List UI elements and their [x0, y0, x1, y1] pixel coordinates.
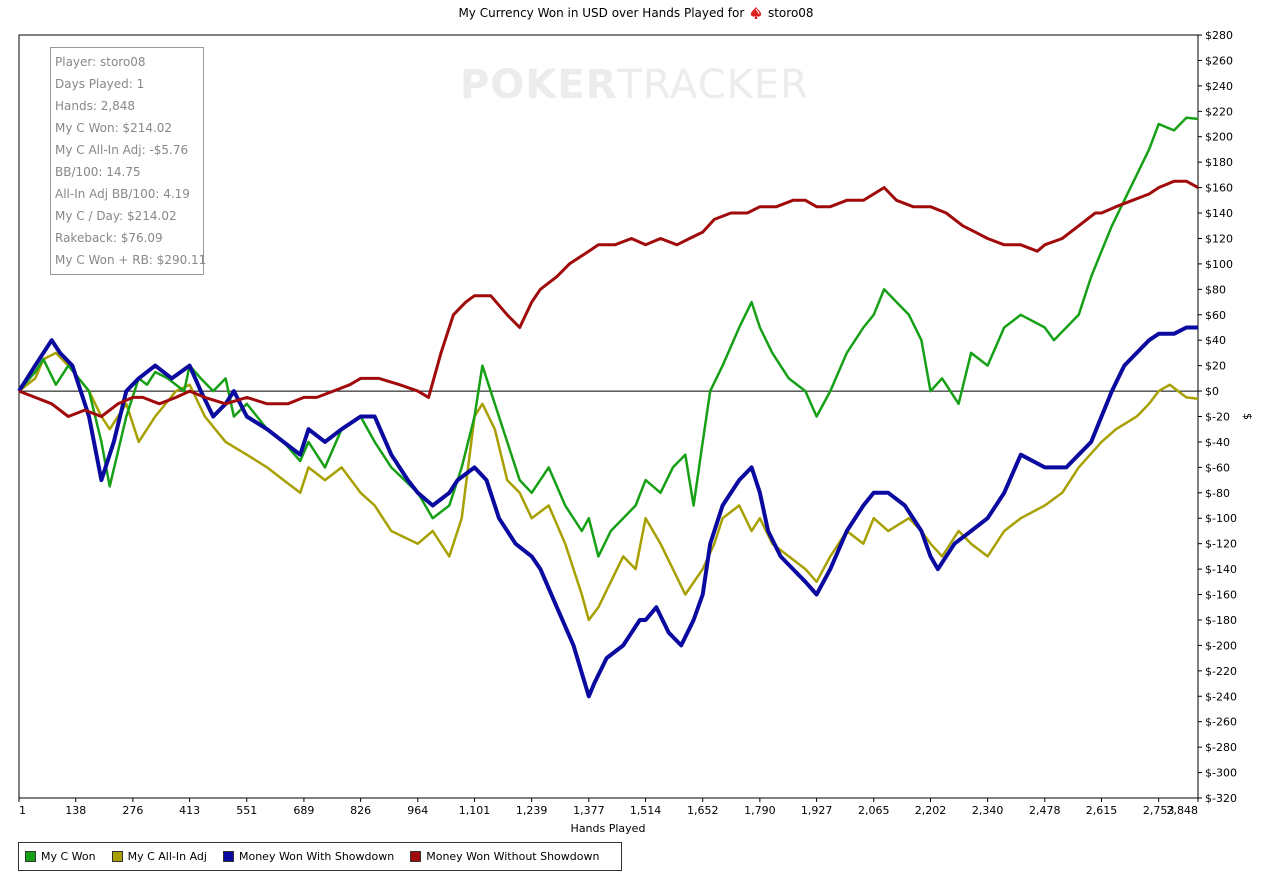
legend-swatch [111, 851, 123, 862]
stats-line: Player: storo08 [55, 55, 146, 69]
series-line-money-won-without-showdown [18, 179, 1199, 418]
series-line-my-c-all-in-adj [18, 351, 1199, 622]
legend-swatch [410, 851, 422, 862]
y-tick-label: $60 [1205, 309, 1226, 322]
y-tick-label: $-100 [1205, 512, 1237, 525]
legend-item[interactable]: My C All-In Adj [111, 850, 207, 863]
y-tick-label: $-300 [1205, 767, 1237, 780]
legend-item[interactable]: My C Won [25, 850, 96, 863]
x-tick-label: 1,927 [801, 804, 833, 817]
legend-swatch [222, 851, 234, 862]
stats-line: Hands: 2,848 [55, 99, 136, 113]
y-tick-label: $-160 [1205, 589, 1237, 602]
legend-item[interactable]: Money Won With Showdown [222, 850, 395, 863]
stats-line: My C Won: $214.02 [55, 121, 173, 135]
stats-box: Player: storo08 Days Played: 1 Hands: 2,84… [50, 47, 207, 275]
legend-item[interactable]: Money Won Without Showdown [410, 850, 599, 863]
stats-line: Rakeback: $76.09 [55, 231, 163, 245]
chart-title-prefix: My Currency Won in USD over Hands Played… [458, 6, 745, 20]
x-tick-label: 2,340 [972, 804, 1004, 817]
stats-line: My C Won + RB: $290.11 [55, 253, 207, 267]
stats-line: My C / Day: $214.02 [55, 209, 177, 223]
chart-title: My Currency Won in USD over Hands Played… [0, 6, 1272, 20]
y-tick-label: $-320 [1205, 792, 1237, 805]
x-tick-label: 1,652 [687, 804, 719, 817]
y-axis-label: $ [1241, 413, 1254, 420]
x-tick-label: 2,848 [1167, 804, 1199, 817]
y-tick-label: $-200 [1205, 639, 1237, 652]
y-tick-label: $40 [1205, 334, 1226, 347]
y-tick-label: $260 [1205, 54, 1233, 67]
x-tick-label: 138 [65, 804, 86, 817]
x-tick-label: 1,377 [573, 804, 605, 817]
x-tick-label: 551 [236, 804, 257, 817]
y-tick-label: $280 [1205, 29, 1233, 42]
watermark-bold: POKER [460, 62, 618, 108]
y-tick-label: $-240 [1205, 690, 1237, 703]
x-tick-label: 2,615 [1086, 804, 1118, 817]
y-tick-label: $-220 [1205, 665, 1237, 678]
x-tick-label: 689 [293, 804, 314, 817]
y-tick-label: $120 [1205, 232, 1233, 245]
x-tick-label: 2,202 [915, 804, 947, 817]
x-tick-label: 276 [122, 804, 143, 817]
y-tick-label: $20 [1205, 360, 1226, 373]
y-tick-label: $0 [1205, 385, 1219, 398]
y-axis-ticks: $280 $260 $240 $220 $200 $180 $160 $140 $120 $100… [1198, 29, 1237, 805]
legend-label: Money Won Without Showdown [426, 850, 600, 863]
x-tick-label: 1 [19, 804, 26, 817]
y-tick-label: $80 [1205, 283, 1226, 296]
y-tick-label: $200 [1205, 131, 1233, 144]
x-tick-label: 2,065 [858, 804, 890, 817]
y-tick-label: $140 [1205, 207, 1233, 220]
stats-line: BB/100: 14.75 [55, 165, 141, 179]
x-axis-ticks: 1 138 276 413 551 689 826 964 1,101 1,239 1,377 1,5… [18, 798, 1199, 817]
y-tick-label: $160 [1205, 182, 1233, 195]
spade-logo-icon [750, 7, 762, 19]
legend-swatch [25, 851, 36, 862]
y-tick-label: $180 [1205, 156, 1233, 169]
x-tick-label: 1,101 [459, 804, 491, 817]
y-tick-label: $240 [1205, 80, 1233, 93]
stats-line: Days Played: 1 [55, 77, 145, 91]
x-tick-label: 1,790 [744, 804, 776, 817]
pokertracker-watermark: POKERTRACKER [460, 62, 809, 108]
y-tick-label: $-40 [1205, 436, 1230, 449]
legend-label: My C All-In Adj [127, 850, 207, 863]
series-line-my-c-won [18, 116, 1199, 558]
legend-label: Money Won With Showdown [238, 850, 395, 863]
x-tick-label: 2,753 [1143, 804, 1175, 817]
y-tick-label: $-120 [1205, 538, 1237, 551]
x-tick-label: 2,478 [1029, 804, 1061, 817]
watermark-light: TRACKER [617, 62, 809, 108]
x-tick-label: 1,239 [516, 804, 548, 817]
series-line-money-won-with-showdown [17, 325, 1198, 699]
y-tick-label: $-20 [1205, 411, 1230, 424]
y-tick-label: $-140 [1205, 563, 1237, 576]
y-tick-label: $-60 [1205, 461, 1230, 474]
legend-label: My C Won [41, 850, 96, 863]
chart-title-player: storo08 [767, 6, 814, 20]
y-tick-label: $100 [1205, 258, 1233, 271]
y-tick-label: $220 [1205, 105, 1233, 118]
x-axis-label: Hands Played [571, 822, 646, 835]
x-tick-label: 1,514 [630, 804, 662, 817]
y-tick-label: $-280 [1205, 741, 1237, 754]
x-tick-label: 826 [350, 804, 371, 817]
legend: My C Won My C All-In Adj Money Won With Sh… [18, 842, 622, 871]
y-tick-label: $-260 [1205, 716, 1237, 729]
x-tick-label: 964 [407, 804, 428, 817]
x-tick-label: 413 [179, 804, 200, 817]
stats-line: All-In Adj BB/100: 4.19 [55, 187, 190, 201]
series-layer [17, 116, 1199, 699]
y-tick-label: $-80 [1205, 487, 1230, 500]
stats-line: My C All-In Adj: -$5.76 [55, 143, 189, 157]
y-tick-label: $-180 [1205, 614, 1237, 627]
